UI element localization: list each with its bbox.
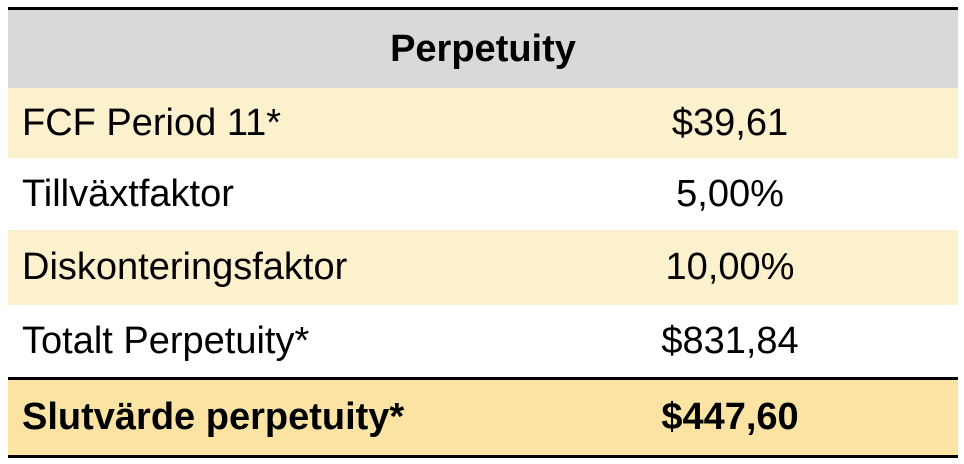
row-value: 10,00% bbox=[665, 246, 795, 288]
row-value: $39,61 bbox=[671, 101, 789, 144]
table-row: Diskonteringsfaktor 10,00% bbox=[8, 230, 958, 305]
total-border bbox=[8, 377, 958, 380]
row-value: 5,00% bbox=[676, 172, 784, 215]
header-row: Perpetuity bbox=[8, 10, 958, 88]
row-label: FCF Period 11* bbox=[22, 101, 282, 144]
row-value: $831,84 bbox=[661, 320, 799, 362]
total-label: Slutvärde perpetuity* bbox=[22, 396, 405, 438]
bottom-border bbox=[8, 455, 958, 458]
table-row: FCF Period 11* $39,61 bbox=[8, 88, 958, 158]
total-row: Slutvärde perpetuity* $447,60 bbox=[8, 380, 958, 455]
top-border bbox=[8, 7, 958, 10]
row-label: Totalt Perpetuity* bbox=[22, 320, 310, 362]
table-title: Perpetuity bbox=[390, 27, 576, 70]
total-value: $447,60 bbox=[661, 396, 799, 438]
row-label: Diskonteringsfaktor bbox=[22, 246, 348, 288]
row-label: Tillväxtfaktor bbox=[22, 172, 234, 215]
table-row: Tillväxtfaktor 5,00% bbox=[8, 158, 958, 230]
table-row: Totalt Perpetuity* $831,84 bbox=[8, 305, 958, 378]
